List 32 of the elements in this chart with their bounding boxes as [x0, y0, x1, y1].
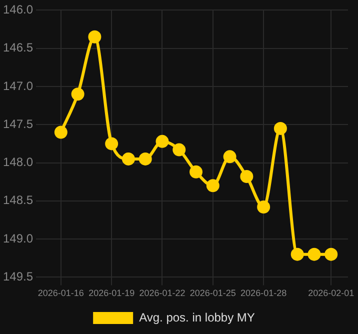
x-tick-label: 2026-01-16 [38, 288, 84, 298]
y-tick-label: 147.5 [3, 116, 34, 131]
legend-label: Avg. pos. in lobby MY [139, 310, 255, 324]
y-tick-label: 149.5 [3, 270, 34, 284]
point [54, 126, 68, 139]
point [274, 122, 287, 135]
point [324, 248, 338, 261]
y-tick-label: 148.0 [3, 155, 34, 170]
point [122, 152, 135, 166]
point [290, 248, 304, 261]
x-tick-label: 2026-01-28 [240, 288, 287, 298]
point [308, 248, 321, 261]
x-tick-label: 2026-01-22 [139, 288, 186, 298]
point [138, 152, 152, 166]
y-tick-label: 149.0 [3, 231, 34, 246]
point [71, 88, 84, 101]
point [223, 150, 236, 164]
y-tick-label: 147.0 [3, 78, 34, 93]
point [172, 143, 186, 156]
point [88, 30, 102, 44]
x-tick-label: 2026-01-19 [88, 288, 135, 298]
y-tick-label: 146.0 [3, 2, 34, 17]
point [105, 137, 118, 150]
point [257, 200, 270, 214]
point [206, 179, 220, 192]
y-tick-label: 146.5 [3, 40, 34, 55]
x-tick-label: 2026-02-01 [308, 288, 354, 298]
y-tick-label: 148.5 [3, 193, 34, 208]
point [156, 134, 169, 148]
point [240, 170, 254, 184]
point [190, 165, 203, 178]
x-tick-label: 2026-01-25 [190, 288, 236, 298]
